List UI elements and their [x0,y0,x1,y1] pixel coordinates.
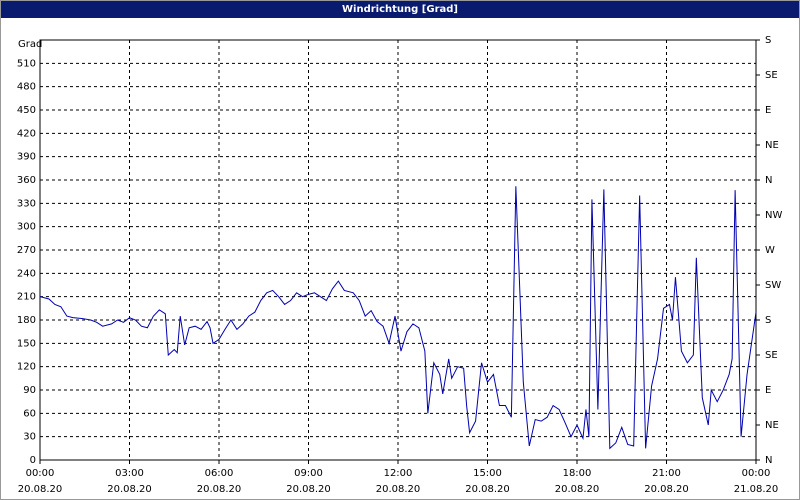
y-tick-label: 150 [17,338,36,349]
y-tick-label: 0 [30,455,36,466]
y-tick-label: 30 [23,432,36,443]
x-tick-label: 00:00 [742,468,771,479]
y2-tick-label: W [765,245,775,256]
x-tick-date: 20.08.20 [644,484,689,495]
x-tick-date: 20.08.20 [465,484,510,495]
x-tick-date: 20.08.20 [18,484,63,495]
y-tick-label: 120 [17,362,36,373]
y2-tick-label: N [765,455,772,466]
x-tick-date: 20.08.20 [107,484,152,495]
y2-tick-label: S [765,315,771,326]
x-tick-date: 20.08.20 [376,484,421,495]
x-tick-date: 20.08.20 [197,484,242,495]
y-tick-label: 390 [17,152,36,163]
x-tick-label: 00:00 [26,468,55,479]
x-tick-label: 03:00 [115,468,144,479]
data-line [39,186,757,450]
x-tick-label: 09:00 [294,468,323,479]
y-tick-label: 420 [17,128,36,139]
x-tick-date: 20.08.20 [555,484,600,495]
y-tick-label: 510 [17,58,36,69]
y-tick-label: 480 [17,82,36,93]
y-tick-label: 210 [17,292,36,303]
chart-title: Windrichtung [Grad] [342,4,458,15]
y-tick-label: 180 [17,315,36,326]
x-tick-label: 12:00 [384,468,413,479]
y2-tick-label: E [765,105,771,116]
y2-tick-label: SE [765,350,778,361]
y-tick-label: 240 [17,268,36,279]
title-bar [0,0,800,18]
y-tick-label: 300 [17,222,36,233]
y-tick-label: 330 [17,198,36,209]
y2-tick-label: SE [765,70,778,81]
y2-tick-label: NE [765,140,779,151]
y2-tick-label: S [765,35,771,46]
x-tick-date: 20.08.20 [286,484,331,495]
y-tick-label: 270 [17,245,36,256]
y-tick-label: 360 [17,175,36,186]
x-tick-label: 06:00 [205,468,234,479]
y2-tick-label: NW [765,210,782,221]
y2-tick-label: E [765,385,771,396]
y2-tick-label: SW [765,280,781,291]
x-tick-date: 21.08.20 [734,484,779,495]
x-tick-label: 21:00 [652,468,681,479]
y-tick-label: 450 [17,105,36,116]
y2-tick-label: NE [765,420,779,431]
y-tick-label: 60 [23,408,36,419]
x-tick-label: 18:00 [563,468,592,479]
x-tick-label: 15:00 [473,468,502,479]
y-axis-label: Grad [18,39,42,50]
y2-tick-label: N [765,175,772,186]
y-tick-label: 90 [23,385,36,396]
